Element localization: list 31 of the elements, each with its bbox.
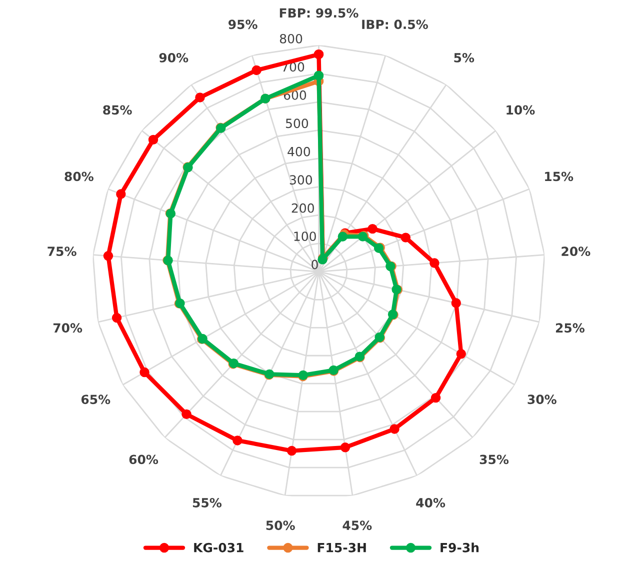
spoke-label: 95% [228,20,258,30]
y-tick-label: 0 [312,260,318,270]
spoke-label: 90% [159,52,188,62]
spoke-label: 25% [556,323,584,333]
spoke-label: 85% [103,105,132,115]
spoke-label: 40% [416,498,446,508]
legend-label: F9-3h [440,542,479,552]
spoke-label: 5% [454,52,474,62]
spoke-label: 70% [53,323,82,333]
spoke-label: FBP: 99.5% [280,8,358,18]
spoke-label: 15% [545,172,574,182]
spoke-label: 35% [480,454,509,464]
spoke-label: 60% [129,454,158,464]
spoke-label: 30% [528,394,556,404]
legend-label: KG-031 [194,542,244,552]
spoke-label: 75% [48,246,76,256]
y-tick-label: 500 [286,118,308,128]
y-tick-label: 400 [288,146,310,156]
y-tick-label: 300 [290,175,312,185]
spoke-label: 55% [192,498,222,508]
spoke-label: IBP: 0.5% [362,20,428,30]
spoke-label: 50% [266,520,295,530]
y-tick-label: 800 [280,34,302,44]
spoke-label: 65% [81,394,110,404]
y-tick-label: 200 [292,203,314,213]
spoke-label: 10% [506,105,535,115]
spoke-label: 20% [562,246,590,256]
legend-label: F15-3H [318,542,366,552]
spoke-label: 45% [342,520,372,530]
y-tick-label: 100 [294,232,316,242]
spoke-label: 80% [64,172,94,182]
